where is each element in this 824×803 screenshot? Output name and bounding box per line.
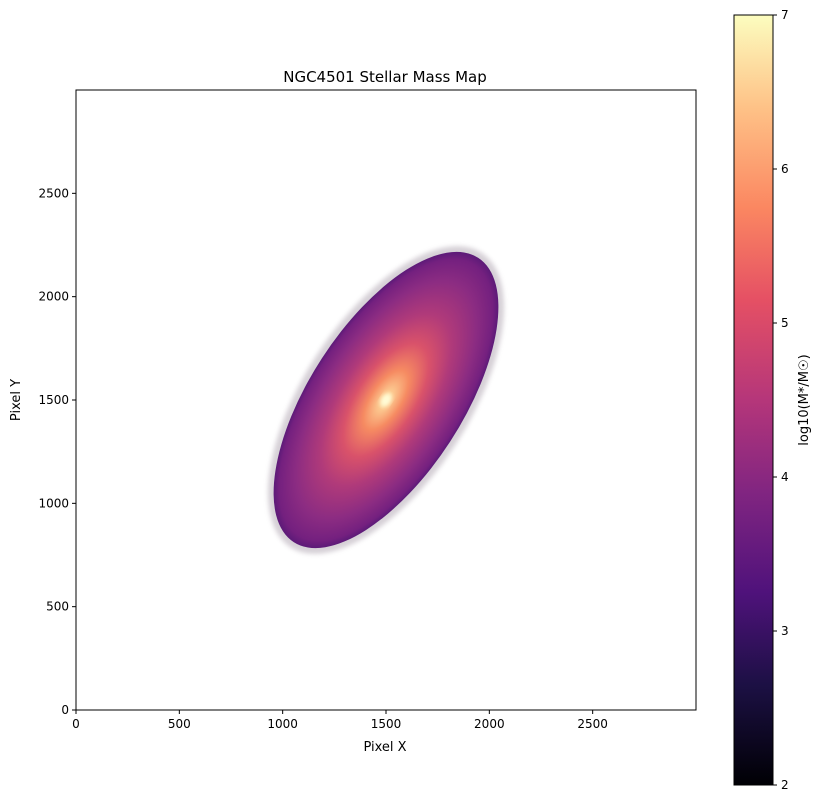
colorbar xyxy=(733,14,774,786)
y-tick-label: 1500 xyxy=(38,393,69,407)
y-tick-label: 1000 xyxy=(38,496,69,510)
y-tick-label: 2000 xyxy=(38,290,69,304)
x-axis-label: Pixel X xyxy=(363,740,406,755)
galaxy-image xyxy=(268,246,504,554)
colorbar-tick-label: 5 xyxy=(781,316,789,330)
x-tick-label: 1500 xyxy=(371,717,402,731)
colorbar-tick-label: 2 xyxy=(781,778,789,792)
y-axis-label: Pixel Y xyxy=(9,379,24,421)
colorbar-tick-label: 4 xyxy=(781,470,789,484)
y-tick-label: 2500 xyxy=(38,186,69,200)
x-axis-ticks: 0 500 1000 1500 2000 2500 xyxy=(72,710,608,731)
colorbar-label: log10(M*/M☉) xyxy=(797,354,812,445)
galaxy-core xyxy=(380,393,392,407)
colorbar-tick-label: 3 xyxy=(781,624,789,638)
colorbar-tick-label: 7 xyxy=(781,8,789,22)
x-tick-label: 500 xyxy=(168,717,191,731)
x-tick-label: 0 xyxy=(72,717,80,731)
chart-title: NGC4501 Stellar Mass Map xyxy=(283,68,487,86)
x-tick-label: 2000 xyxy=(474,717,505,731)
y-tick-label: 500 xyxy=(46,600,69,614)
colorbar-ticks: 2 3 4 5 6 7 xyxy=(773,8,789,792)
x-tick-label: 2500 xyxy=(577,717,608,731)
x-tick-label: 1000 xyxy=(267,717,298,731)
colorbar-tick-label: 6 xyxy=(781,162,789,176)
y-tick-label: 0 xyxy=(61,703,69,717)
y-axis-ticks: 0 500 1000 1500 2000 2500 xyxy=(38,186,76,717)
